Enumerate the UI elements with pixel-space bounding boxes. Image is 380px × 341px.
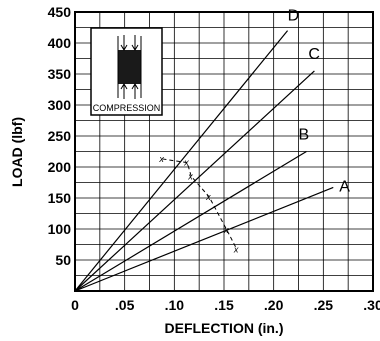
series-line-a [74, 186, 334, 292]
specimen-icon [118, 50, 141, 84]
y-tick-label: 400 [48, 35, 72, 51]
series-labels: A B C D [288, 8, 351, 196]
y-tick-label: 350 [48, 66, 72, 82]
y-tick-label: 450 [48, 4, 72, 20]
x-tick-label: .25 [314, 297, 334, 313]
limit-point-marker: x [233, 244, 239, 254]
compression-inset: COMPRESSION [90, 27, 163, 116]
x-tick-label: .15 [214, 297, 234, 313]
limit-point-marker: x [223, 225, 229, 235]
x-tick-label: .30 [363, 297, 380, 313]
x-tick-label: .05 [115, 297, 135, 313]
plot-frame [74, 11, 374, 292]
limit-point-marker: x [187, 171, 193, 181]
y-tick-label: 100 [48, 221, 72, 237]
y-tick-labels: 50 100 150 200 250 300 350 400 450 [48, 4, 72, 268]
x-tick-label: 0 [71, 297, 79, 313]
series-line-d [74, 30, 289, 292]
limit-point-marker: x [205, 192, 211, 202]
y-axis-title: LOAD (lbf) [9, 117, 25, 187]
x-tick-label: .20 [264, 297, 284, 313]
y-tick-label: 150 [48, 190, 72, 206]
inset-label: COMPRESSION [93, 103, 161, 113]
y-tick-label: 250 [48, 128, 72, 144]
x-tick-labels: 0 .05 .10 .15 .20 .25 .30 [71, 297, 380, 313]
limit-dashed-line [162, 158, 238, 250]
series-label-c: C [308, 46, 320, 63]
limit-point-marker: x [158, 154, 164, 164]
y-tick-label: 200 [48, 159, 72, 175]
y-tick-label: 300 [48, 97, 72, 113]
x-axis-title: DEFLECTION (in.) [165, 320, 284, 336]
grid [75, 12, 373, 291]
series-label-a: A [339, 178, 350, 195]
x-tick-label: .10 [165, 297, 185, 313]
series-label-b: B [298, 127, 309, 144]
y-tick-label: 50 [55, 252, 71, 268]
series-label-d: D [288, 8, 300, 25]
limit-point-marker: x [183, 158, 189, 168]
series-line-b [74, 150, 307, 292]
